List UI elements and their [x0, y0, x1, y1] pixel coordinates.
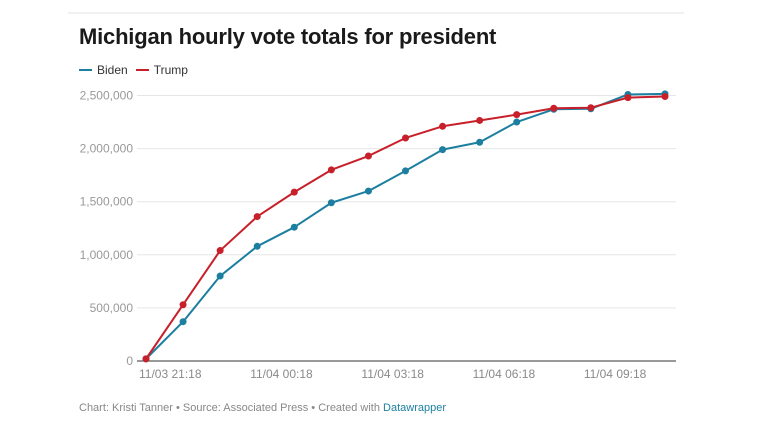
legend-item-trump: Trump — [135, 63, 188, 77]
data-point-trump — [661, 93, 669, 101]
y-tick-label: 1,000,000 — [80, 248, 134, 262]
legend-item-biden: Biden — [79, 63, 128, 77]
data-point-biden — [327, 199, 335, 207]
y-tick-label: 2,000,000 — [80, 142, 134, 156]
data-point-trump — [142, 355, 150, 363]
legend-label-trump: Trump — [153, 63, 188, 77]
y-tick-label: 0 — [126, 354, 133, 368]
data-point-biden — [253, 242, 261, 250]
x-tick-label: 11/04 06:18 — [473, 367, 536, 381]
y-tick-label: 2,500,000 — [80, 89, 134, 103]
line-biden — [145, 92, 666, 360]
legend-swatch-biden — [79, 69, 92, 71]
data-point-trump — [439, 122, 447, 130]
data-point-biden — [179, 318, 187, 326]
y-tick-label: 1,500,000 — [80, 195, 134, 209]
data-point-trump — [587, 104, 595, 112]
x-tick-label: 11/04 00:18 — [250, 367, 313, 381]
x-tick-label: 11/03 21:18 — [139, 367, 202, 381]
data-point-trump — [476, 116, 484, 124]
data-point-trump — [253, 213, 261, 221]
y-axis-ticks: 0 500,000 1,000,000 1,500,000 2,000,000 2,500… — [80, 89, 134, 369]
data-point-biden — [290, 223, 298, 231]
footer-credit: Chart: Kristi Tanner • Source: Associate… — [79, 402, 384, 414]
data-point-biden — [439, 146, 447, 154]
x-tick-label: 11/04 03:18 — [361, 367, 424, 381]
frame-border — [68, 12, 684, 14]
data-point-trump — [364, 152, 372, 160]
chart-footer: Chart: Kristi Tanner • Source: Associate… — [79, 402, 446, 414]
legend-swatch-trump — [135, 69, 149, 71]
data-point-biden — [513, 118, 521, 126]
data-point-trump — [550, 104, 558, 112]
data-point-trump — [179, 301, 187, 309]
series-trump — [142, 93, 669, 363]
series-biden — [142, 90, 669, 363]
data-point-biden — [216, 272, 224, 280]
data-point-trump — [513, 111, 521, 119]
data-point-biden — [364, 187, 372, 195]
legend: Biden Trump — [79, 63, 196, 77]
legend-label-biden: Biden — [97, 63, 128, 77]
datawrapper-link[interactable]: Datawrapper — [383, 402, 447, 414]
data-point-trump — [327, 166, 335, 174]
chart-title: Michigan hourly vote totals for presiden… — [79, 24, 497, 49]
data-point-trump — [624, 94, 632, 102]
data-point-biden — [476, 138, 484, 146]
data-point-trump — [290, 188, 298, 196]
data-point-trump — [216, 247, 224, 255]
x-tick-label: 11/04 09:18 — [584, 367, 647, 381]
data-point-trump — [402, 134, 409, 142]
gridlines — [137, 95, 676, 309]
series-group — [142, 90, 669, 363]
data-point-biden — [402, 167, 409, 175]
x-axis-ticks: 11/03 21:18 11/04 00:18 11/04 03:18 11/04 0… — [139, 367, 647, 381]
y-tick-label: 500,000 — [90, 301, 134, 315]
